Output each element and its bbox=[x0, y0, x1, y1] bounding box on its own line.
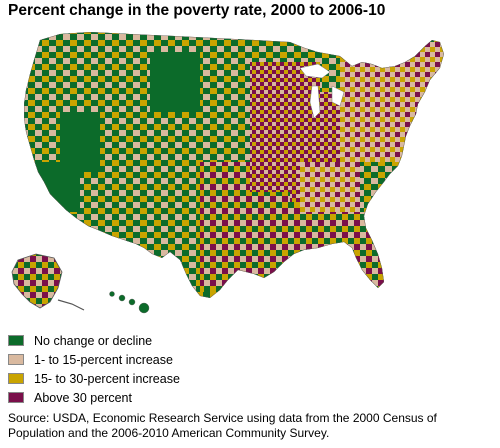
legend-item-1-15: 1- to 15-percent increase bbox=[8, 350, 180, 369]
legend-label: 15- to 30-percent increase bbox=[34, 371, 180, 386]
map-title: Percent change in the poverty rate, 2000… bbox=[8, 2, 386, 19]
legend-item-15-30: 15- to 30-percent increase bbox=[8, 369, 180, 388]
legend-label: No change or decline bbox=[34, 333, 153, 348]
lake-superior bbox=[299, 63, 331, 79]
county-map bbox=[11, 32, 444, 314]
hawaii bbox=[109, 291, 150, 314]
source-note: Source: USDA, Economic Research Service … bbox=[8, 411, 437, 440]
alaska bbox=[11, 253, 85, 311]
map-legend: No change or decline 1- to 15-percent in… bbox=[8, 331, 180, 407]
lake-michigan bbox=[309, 85, 321, 119]
legend-label: 1- to 15-percent increase bbox=[34, 352, 173, 367]
lake-huron bbox=[331, 85, 345, 107]
legend-swatch-above-30 bbox=[8, 392, 24, 403]
legend-swatch-no-change bbox=[8, 335, 24, 346]
legend-item-no-change: No change or decline bbox=[8, 331, 180, 350]
legend-swatch-15-30 bbox=[8, 373, 24, 384]
contiguous-us bbox=[24, 32, 444, 298]
legend-item-above-30: Above 30 percent bbox=[8, 388, 180, 407]
legend-label: Above 30 percent bbox=[34, 390, 132, 405]
legend-swatch-1-15 bbox=[8, 354, 24, 365]
